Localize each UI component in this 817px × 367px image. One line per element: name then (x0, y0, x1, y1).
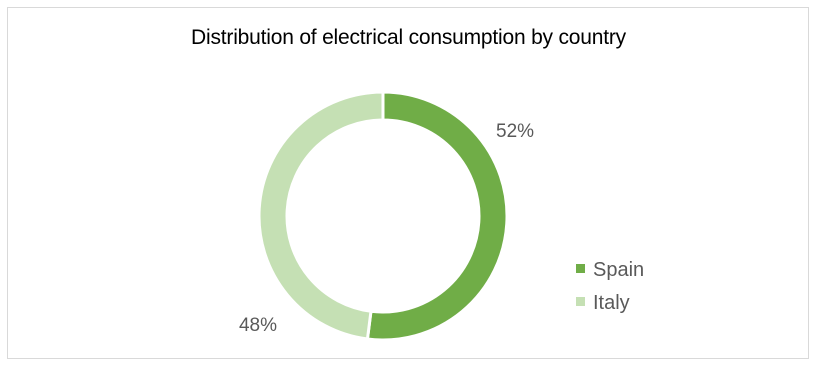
data-label-italy: 48% (239, 315, 277, 336)
legend-label-spain: Spain (593, 259, 645, 281)
legend-label-italy: Italy (593, 292, 630, 314)
chart-area (7, 7, 809, 359)
chart-title: Distribution of electrical consumption b… (191, 26, 626, 49)
legend-swatch-italy (576, 297, 585, 307)
data-label-spain: 52% (496, 121, 534, 142)
slice-spain (365, 90, 509, 342)
legend-item-italy: Italy (576, 292, 630, 315)
legend-swatch-spain (576, 264, 585, 274)
legend-item-spain: Spain (576, 259, 644, 282)
slice-italy (257, 90, 385, 341)
